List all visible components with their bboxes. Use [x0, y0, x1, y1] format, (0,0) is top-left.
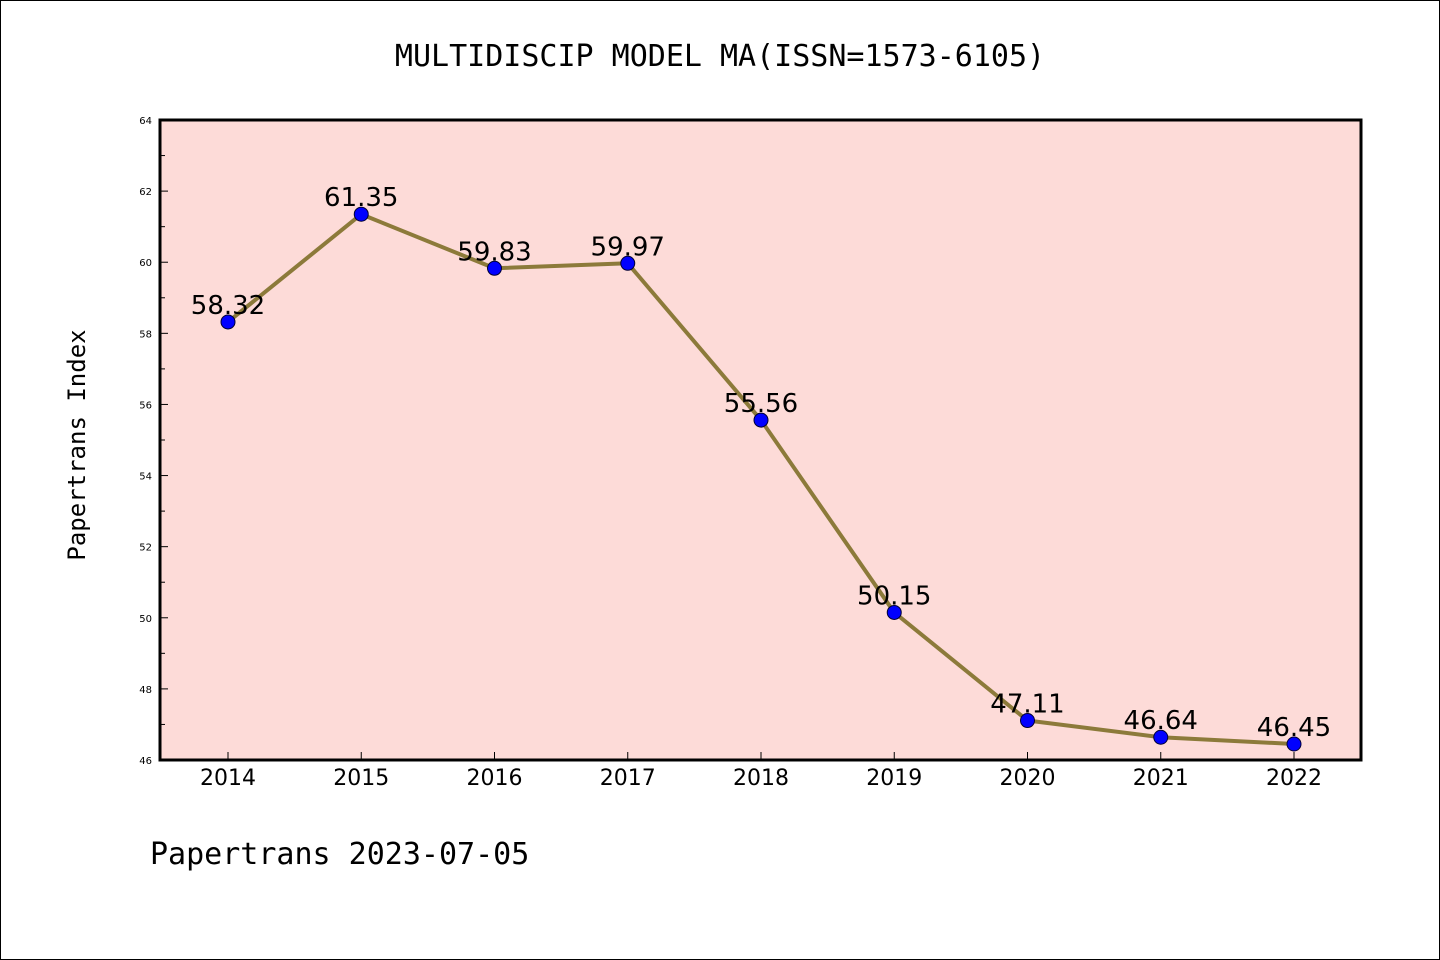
x-tick-label: 2021: [1133, 766, 1189, 791]
data-label: 59.83: [457, 237, 531, 267]
data-point: [487, 260, 502, 276]
y-tick-label: 58: [139, 329, 152, 340]
data-label: 61.35: [324, 183, 398, 213]
data-point: [1153, 729, 1169, 745]
plot-area: [160, 120, 1361, 760]
x-tick-label: 2014: [200, 766, 256, 791]
data-label: 50.15: [857, 581, 931, 611]
x-tick-label: 2017: [600, 766, 656, 791]
y-tick-label: 56: [139, 400, 152, 411]
y-tick-label: 62: [139, 187, 152, 198]
footer-text: Papertrans 2023-07-05: [150, 837, 529, 872]
data-label: 58.32: [191, 291, 265, 321]
x-tick-label: 2020: [1000, 766, 1056, 791]
x-axis: 2014 2015 2016 2017 2018 2019 2020 2021 2022: [200, 752, 1322, 791]
y-tick-label: 50: [139, 614, 152, 625]
data-point: [1286, 736, 1302, 752]
y-tick-label: 60: [139, 258, 152, 269]
data-point: [753, 412, 769, 428]
y-axis-label: Papertrans Index: [63, 329, 91, 560]
data-label: 47.11: [990, 690, 1064, 720]
x-tick-label: 2018: [733, 766, 789, 791]
plot-border: [158, 118, 1363, 762]
data-point: [220, 314, 236, 330]
y-tick-label: 64: [139, 116, 152, 127]
x-tick-label: 2016: [467, 766, 523, 791]
data-labels: 58.32 61.35 59.83 59.97 55.56 50.15 47.11 46.64…: [191, 183, 1331, 743]
y-tick-label: 48: [139, 685, 152, 696]
data-label: 46.64: [1124, 706, 1198, 736]
data-label: 46.45: [1257, 713, 1331, 743]
data-point: [353, 206, 369, 222]
data-label: 55.56: [724, 389, 798, 419]
data-label: 59.97: [591, 232, 665, 262]
data-point: [1020, 713, 1035, 729]
y-tick-label: 52: [139, 543, 152, 554]
data-point: [620, 255, 636, 271]
chart-title: MULTIDISCIP MODEL MA(ISSN=1573-6105): [395, 39, 1045, 74]
y-tick-label: 46: [139, 756, 152, 767]
x-tick-label: 2022: [1266, 766, 1322, 791]
x-tick-label: 2015: [333, 766, 389, 791]
data-point: [886, 604, 902, 620]
data-points: [220, 206, 1302, 752]
y-tick-label: 54: [139, 472, 152, 483]
x-tick-label: 2019: [866, 766, 922, 791]
